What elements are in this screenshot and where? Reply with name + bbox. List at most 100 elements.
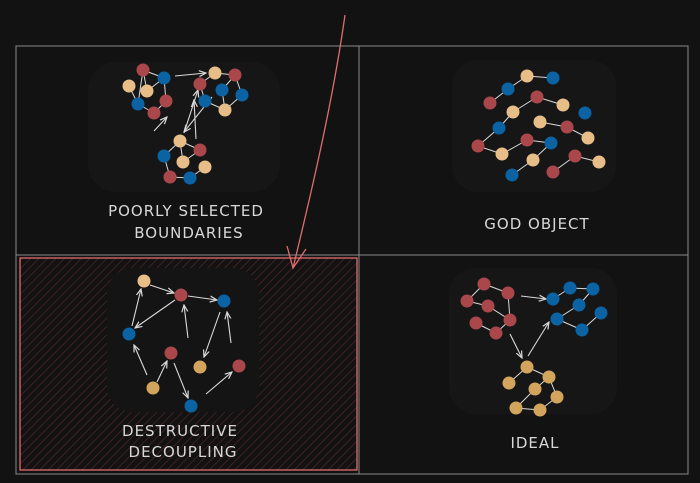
dependency-arrow bbox=[227, 312, 232, 344]
graph-node bbox=[506, 105, 520, 119]
graph-node bbox=[469, 316, 483, 330]
graph-node bbox=[495, 147, 509, 161]
dependency-arrow bbox=[156, 361, 167, 383]
dependency-arrow bbox=[174, 73, 206, 76]
graph-node bbox=[492, 121, 506, 135]
graph-node bbox=[581, 131, 595, 145]
graph-node bbox=[501, 286, 515, 300]
label-line: DESTRUCTIVE bbox=[122, 422, 238, 440]
graph-node bbox=[477, 277, 491, 291]
graph-node bbox=[489, 326, 503, 340]
dependency-arrow bbox=[135, 299, 176, 328]
graph-node bbox=[122, 79, 136, 93]
graph-node bbox=[550, 312, 564, 326]
graph-node bbox=[546, 165, 560, 179]
graph-node bbox=[147, 106, 161, 120]
graph-node bbox=[556, 98, 570, 112]
graph-node bbox=[136, 63, 150, 77]
graph-node bbox=[501, 82, 515, 96]
graph-node bbox=[193, 77, 207, 91]
label-line: DECOUPLING bbox=[129, 443, 238, 461]
label-destructive-decoupling: DESTRUCTIVE DECOUPLING bbox=[122, 422, 238, 461]
graph-node bbox=[520, 360, 534, 374]
graph-node bbox=[157, 71, 171, 85]
graph-node bbox=[193, 360, 207, 374]
graph-node bbox=[183, 171, 197, 185]
label-line: POORLY SELECTED bbox=[108, 202, 264, 220]
graph-node bbox=[235, 88, 249, 102]
graph-node bbox=[164, 346, 178, 360]
dependency-arrow bbox=[527, 322, 549, 357]
graph-node bbox=[163, 170, 177, 184]
grid-border bbox=[15, 45, 689, 475]
dependency-arrow bbox=[134, 345, 148, 376]
graph-node bbox=[184, 399, 198, 413]
graph-node bbox=[481, 299, 495, 313]
graph-node bbox=[563, 281, 577, 295]
label-god-object: GOD OBJECT bbox=[484, 215, 589, 233]
nodes bbox=[122, 63, 608, 417]
dependency-arrow bbox=[173, 362, 188, 398]
graph-node bbox=[157, 149, 171, 163]
label-ideal: IDEAL bbox=[510, 434, 559, 452]
graph-node bbox=[526, 153, 540, 167]
graph-node bbox=[550, 390, 564, 404]
graph-node bbox=[228, 68, 242, 82]
dependency-arrow bbox=[205, 372, 232, 395]
graph-node bbox=[137, 274, 151, 288]
graph-node bbox=[146, 381, 160, 395]
graph-node bbox=[502, 376, 516, 390]
graph-node bbox=[520, 69, 534, 83]
graph-node bbox=[140, 84, 154, 98]
dependency-arrow bbox=[187, 295, 217, 300]
graph-node bbox=[575, 323, 589, 337]
graph-node bbox=[560, 120, 574, 134]
graph-node bbox=[173, 134, 187, 148]
graph-node bbox=[218, 103, 232, 117]
dependency-arrow bbox=[509, 333, 522, 358]
graph-node bbox=[568, 149, 582, 163]
dependency-arrow bbox=[153, 117, 167, 132]
graph-node bbox=[217, 294, 231, 308]
dependency-arrow bbox=[204, 311, 221, 357]
pointer-arrow bbox=[286, 14, 346, 270]
dependency-arrow bbox=[184, 305, 189, 339]
label-line: BOUNDARIES bbox=[134, 224, 243, 242]
graph-node bbox=[530, 90, 544, 104]
graph-node bbox=[483, 96, 497, 110]
dependency-arrow bbox=[520, 296, 546, 299]
graph-node bbox=[503, 313, 517, 327]
graph-node bbox=[174, 288, 188, 302]
graph-node bbox=[533, 403, 547, 417]
graph-node bbox=[592, 155, 606, 169]
panel-poorly-selected-boundaries-image bbox=[88, 62, 280, 192]
graph-node bbox=[131, 97, 145, 111]
graph-node bbox=[208, 66, 222, 80]
graph-node bbox=[546, 292, 560, 306]
graph-node bbox=[198, 160, 212, 174]
graph-node bbox=[198, 94, 212, 108]
dependency-arrow bbox=[149, 284, 174, 293]
graph-node bbox=[159, 94, 173, 108]
graph-node bbox=[215, 83, 229, 97]
graph-node bbox=[544, 136, 558, 150]
graph-node bbox=[542, 370, 556, 384]
label-poorly-selected-boundaries: POORLY SELECTED BOUNDARIES bbox=[108, 202, 264, 242]
grid bbox=[15, 45, 689, 475]
graph-node bbox=[232, 359, 246, 373]
graph-node bbox=[546, 71, 560, 85]
panel-god-object-image bbox=[452, 60, 616, 192]
graph-node bbox=[578, 106, 592, 120]
graph-node bbox=[572, 298, 586, 312]
graph-node bbox=[122, 327, 136, 341]
graph-node bbox=[509, 401, 523, 415]
dependency-arrow bbox=[194, 100, 196, 140]
graph-node bbox=[533, 115, 547, 129]
graph-node bbox=[176, 155, 190, 169]
graph-node bbox=[586, 282, 600, 296]
dependency-arrow bbox=[131, 289, 141, 327]
graph-node bbox=[594, 306, 608, 320]
graph-node bbox=[471, 139, 485, 153]
graph-node bbox=[528, 382, 542, 396]
